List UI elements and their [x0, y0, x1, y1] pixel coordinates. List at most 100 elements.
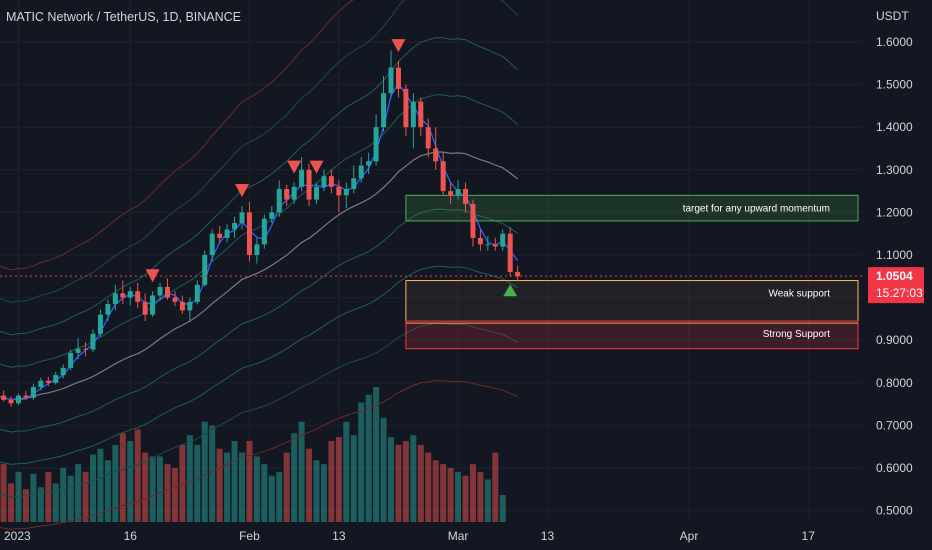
volume-bar	[239, 452, 245, 522]
candle-body	[112, 293, 118, 304]
volume-bar	[380, 417, 387, 522]
candle-body	[90, 333, 96, 350]
sell-signal-marker	[287, 160, 302, 174]
price-axis-tick-label: 0.8000	[876, 376, 913, 390]
candle-body	[403, 88, 409, 128]
volume-bar	[8, 483, 15, 522]
price-axis-panel	[862, 0, 932, 522]
volume-bar	[335, 437, 342, 522]
volume-bar	[60, 468, 67, 522]
target-zone-label: target for any upward momentum	[683, 203, 830, 214]
indicator-band-line	[0, 380, 518, 530]
candle-body	[343, 188, 349, 196]
zones[interactable]: target for any upward momentum Weak suppo…	[405, 194, 859, 350]
candle-body	[127, 291, 133, 298]
strong-support-zone	[405, 320, 859, 350]
volume-bar	[447, 468, 454, 522]
volume-bar	[22, 489, 29, 522]
candle-body	[381, 93, 387, 128]
volume-bar	[425, 452, 432, 522]
time-axis-tick-label: Mar	[448, 529, 469, 543]
time-axis-tick-label: Feb	[239, 529, 260, 543]
weak-support-zone-label: Weak support	[768, 289, 830, 300]
price-axis-tick-label: 1.4000	[876, 120, 913, 134]
candle-body	[306, 169, 312, 200]
volume-bar	[171, 468, 178, 522]
sell-signal-marker	[145, 269, 160, 283]
volume-bar	[455, 471, 462, 522]
volume-bar	[440, 464, 447, 522]
volume-bar	[164, 464, 171, 522]
candle-body	[239, 212, 245, 224]
candle-body	[470, 203, 476, 238]
volume-bar	[432, 460, 439, 522]
volume-bars	[0, 387, 506, 522]
candle-body	[291, 186, 297, 200]
candle-body	[351, 178, 357, 189]
candle-body	[477, 237, 483, 245]
volume-bar	[410, 435, 417, 522]
indicator-band-line	[0, 0, 354, 271]
volume-bar	[209, 425, 216, 522]
candle-body	[433, 148, 439, 162]
time-axis[interactable]: 2023 16 Feb 13 Mar 13 Apr 17	[4, 529, 815, 543]
time-axis-tick-label: 2023	[4, 529, 31, 543]
candle-body	[328, 176, 334, 187]
candle-body	[276, 188, 282, 213]
candle-body	[105, 303, 111, 315]
volume-bar	[119, 433, 126, 522]
volume-bar	[231, 441, 238, 522]
volume-bar	[75, 464, 82, 522]
volume-bar	[104, 460, 111, 522]
candle-body	[179, 301, 185, 311]
sell-signal-marker	[391, 39, 406, 53]
candle-body	[187, 301, 193, 311]
volume-bar	[194, 444, 201, 522]
candle-body	[500, 233, 506, 247]
volume-bar	[261, 464, 268, 522]
volume-bar	[417, 444, 424, 522]
price-axis-tick-label: 1.5000	[876, 78, 913, 92]
candle-body	[418, 101, 424, 128]
candle-body	[321, 176, 327, 187]
volume-bar	[0, 464, 7, 522]
volume-bar	[373, 387, 380, 522]
volume-bar	[253, 456, 260, 522]
candle-body	[45, 380, 51, 383]
candle-body	[314, 186, 319, 200]
current-price-label: 1.0504 15:27:03	[868, 267, 924, 304]
candle-body	[38, 380, 44, 388]
candle-body	[246, 212, 252, 255]
indicator-band-line	[0, 94, 519, 368]
indicator-band-line	[0, 151, 519, 401]
indicator-band-line	[0, 322, 518, 498]
price-axis-tick-label: 1.6000	[876, 35, 913, 49]
candle-body	[165, 286, 170, 298]
volume-bar	[477, 471, 484, 522]
volume-bar	[306, 448, 313, 522]
indicator-band-line	[0, 0, 519, 303]
candle-body	[336, 186, 342, 196]
candle-body	[8, 399, 14, 404]
candle-body	[135, 291, 141, 302]
candle-body	[209, 233, 215, 255]
candle-body	[23, 395, 29, 398]
candle-body	[410, 101, 416, 128]
candles	[1, 50, 521, 407]
current-price-value: 1.0504	[876, 269, 913, 283]
price-axis-tick-label: 1.1000	[876, 248, 913, 262]
candle-body	[463, 188, 468, 204]
volume-bar	[149, 456, 156, 522]
candle-body	[68, 352, 74, 368]
candle-body	[172, 297, 178, 302]
sell-signal-marker	[235, 184, 249, 198]
candle-body	[83, 348, 89, 350]
candle-body	[150, 295, 156, 315]
candle-body	[440, 161, 446, 192]
candle-body	[448, 191, 454, 196]
volume-bar	[216, 448, 223, 522]
volume-bar	[358, 402, 365, 522]
volume-bar	[343, 421, 350, 522]
candle-body	[194, 284, 200, 302]
